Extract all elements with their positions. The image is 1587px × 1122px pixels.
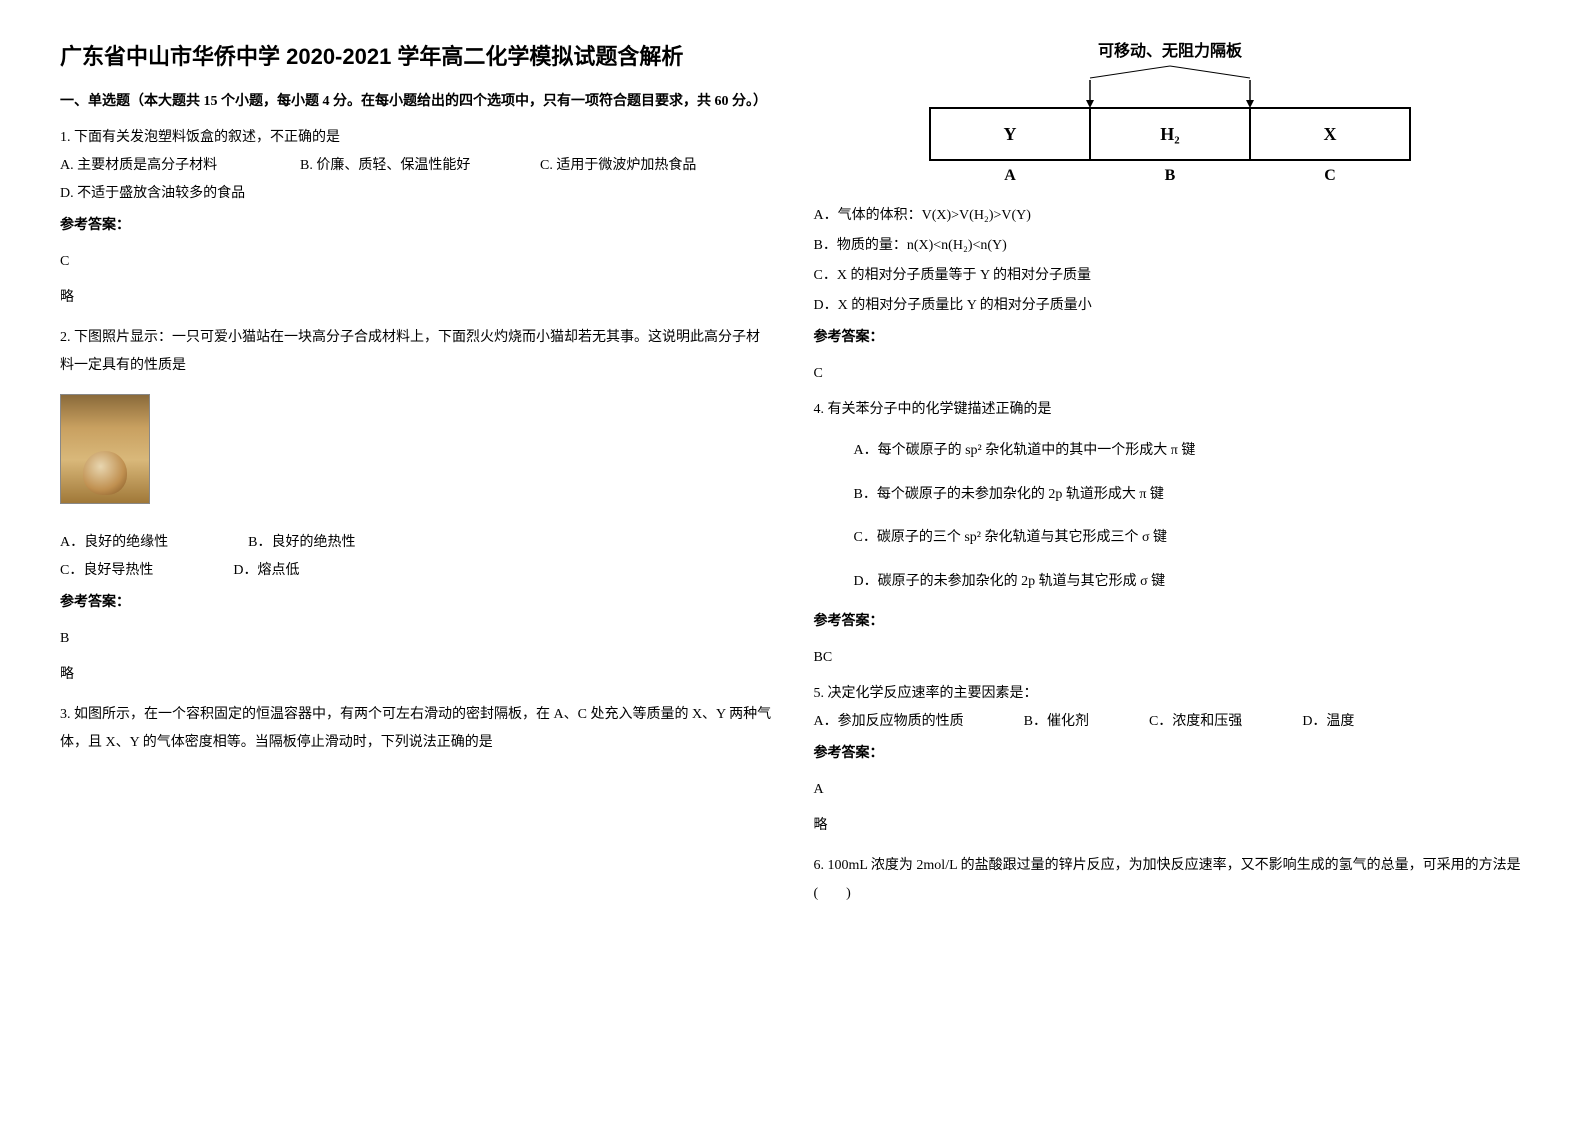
q3-opt-a: A．气体的体积：V(X)>V(H₂)>V(Y) xyxy=(814,202,1528,230)
question-2: 2. 下图照片显示：一只可爱小猫站在一块高分子合成材料上，下面烈火灼烧而小猫却若… xyxy=(60,324,774,689)
bottom-a: A xyxy=(1004,167,1016,184)
question-4: 4. 有关苯分子中的化学键描述正确的是 A．每个碳原子的 sp² 杂化轨道中的其… xyxy=(814,396,1528,672)
cell-x: X xyxy=(1324,124,1337,144)
q5-options: A．参加反应物质的性质 B．催化剂 C．浓度和压强 D．温度 xyxy=(814,708,1528,736)
q2-opt-b: B．良好的绝热性 xyxy=(248,529,355,557)
q1-opt-a: A. 主要材质是高分子材料 xyxy=(60,152,260,180)
page-container: 广东省中山市华侨中学 2020-2021 学年高二化学模拟试题含解析 一、单选题… xyxy=(60,40,1527,914)
q5-opt-d: D．温度 xyxy=(1302,708,1354,736)
q4-answer-label: 参考答案： xyxy=(814,608,1528,636)
arrow-head-2 xyxy=(1246,100,1254,108)
q1-opt-d: D. 不适于盛放含油较多的食品 xyxy=(60,180,260,208)
q3-stem: 3. 如图所示，在一个容积固定的恒温容器中，有两个可左右滑动的密封隔板，在 A、… xyxy=(60,701,774,757)
connector-2 xyxy=(1170,66,1250,78)
q1-answer-label: 参考答案： xyxy=(60,212,774,240)
q2-stem: 2. 下图照片显示：一只可爱小猫站在一块高分子合成材料上，下面烈火灼烧而小猫却若… xyxy=(60,324,774,380)
connector-1 xyxy=(1090,66,1170,78)
q2-opt-c: C．良好导热性 xyxy=(60,557,153,585)
bottom-c: C xyxy=(1324,167,1336,184)
q1-stem: 1. 下面有关发泡塑料饭盒的叙述，不正确的是 xyxy=(60,124,774,152)
diagram-top-label: 可移动、无阻力隔板 xyxy=(1098,41,1243,60)
q1-opt-c: C. 适用于微波炉加热食品 xyxy=(540,152,740,180)
q5-opt-b: B．催化剂 xyxy=(1024,708,1089,736)
q3-diagram: 可移动、无阻力隔板 Y H₂ X A B C xyxy=(910,40,1430,190)
q4-opt-b: B．每个碳原子的未参加杂化的 2p 轨道形成大 π 键 xyxy=(854,478,1528,512)
question-1: 1. 下面有关发泡塑料饭盒的叙述，不正确的是 A. 主要材质是高分子材料 B. … xyxy=(60,124,774,312)
q5-answer: A xyxy=(814,776,1528,804)
q5-stem: 5. 决定化学反应速率的主要因素是： xyxy=(814,680,1528,708)
q3-answer: C xyxy=(814,360,1528,388)
q4-opt-d: D．碳原子的未参加杂化的 2p 轨道与其它形成 σ 键 xyxy=(854,565,1528,599)
bottom-b: B xyxy=(1165,167,1176,184)
q2-opt-a: A．良好的绝缘性 xyxy=(60,529,168,557)
document-title: 广东省中山市华侨中学 2020-2021 学年高二化学模拟试题含解析 xyxy=(60,40,774,73)
question-5: 5. 决定化学反应速率的主要因素是： A．参加反应物质的性质 B．催化剂 C．浓… xyxy=(814,680,1528,840)
q2-answer-label: 参考答案： xyxy=(60,589,774,617)
q3-opt-c: C．X 的相对分子质量等于 Y 的相对分子质量 xyxy=(814,262,1528,290)
q2-options-row1: A．良好的绝缘性 B．良好的绝热性 xyxy=(60,529,774,557)
q1-opt-b: B. 价廉、质轻、保温性能好 xyxy=(300,152,500,180)
q2-note: 略 xyxy=(60,661,774,689)
question-6: 6. 100mL 浓度为 2mol/L 的盐酸跟过量的锌片反应，为加快反应速率，… xyxy=(814,852,1528,908)
right-column: 可移动、无阻力隔板 Y H₂ X A B C A．气体的体积：V(X)>V(H₂… xyxy=(814,40,1528,914)
q4-answer: BC xyxy=(814,644,1528,672)
cell-h2: H₂ xyxy=(1161,124,1180,144)
q5-answer-label: 参考答案： xyxy=(814,740,1528,768)
q4-opt-a: A．每个碳原子的 sp² 杂化轨道中的其中一个形成大 π 键 xyxy=(854,434,1528,468)
q1-note: 略 xyxy=(60,284,774,312)
q2-answer: B xyxy=(60,625,774,653)
question-3-stem-block: 3. 如图所示，在一个容积固定的恒温容器中，有两个可左右滑动的密封隔板，在 A、… xyxy=(60,701,774,757)
q4-stem: 4. 有关苯分子中的化学键描述正确的是 xyxy=(814,396,1528,424)
q3-opt-b: B．物质的量：n(X)<n(H₂)<n(Y) xyxy=(814,232,1528,260)
q1-answer: C xyxy=(60,248,774,276)
q5-note: 略 xyxy=(814,812,1528,840)
section-header: 一、单选题（本大题共 15 个小题，每小题 4 分。在每小题给出的四个选项中，只… xyxy=(60,89,774,114)
cell-y: Y xyxy=(1004,124,1017,144)
q2-options-row2: C．良好导热性 D．熔点低 xyxy=(60,557,774,585)
kitten-image xyxy=(60,394,150,504)
arrow-head-1 xyxy=(1086,100,1094,108)
q5-opt-c: C．浓度和压强 xyxy=(1149,708,1242,736)
q3-answer-label: 参考答案： xyxy=(814,324,1528,352)
q6-stem: 6. 100mL 浓度为 2mol/L 的盐酸跟过量的锌片反应，为加快反应速率，… xyxy=(814,852,1528,908)
q5-opt-a: A．参加反应物质的性质 xyxy=(814,708,964,736)
q3-opt-d: D．X 的相对分子质量比 Y 的相对分子质量小 xyxy=(814,292,1528,320)
question-3-options: A．气体的体积：V(X)>V(H₂)>V(Y) B．物质的量：n(X)<n(H₂… xyxy=(814,202,1528,388)
q1-options: A. 主要材质是高分子材料 B. 价廉、质轻、保温性能好 C. 适用于微波炉加热… xyxy=(60,152,774,208)
left-column: 广东省中山市华侨中学 2020-2021 学年高二化学模拟试题含解析 一、单选题… xyxy=(60,40,774,914)
q4-opt-c: C．碳原子的三个 sp² 杂化轨道与其它形成三个 σ 键 xyxy=(854,521,1528,555)
q2-opt-d: D．熔点低 xyxy=(233,557,299,585)
